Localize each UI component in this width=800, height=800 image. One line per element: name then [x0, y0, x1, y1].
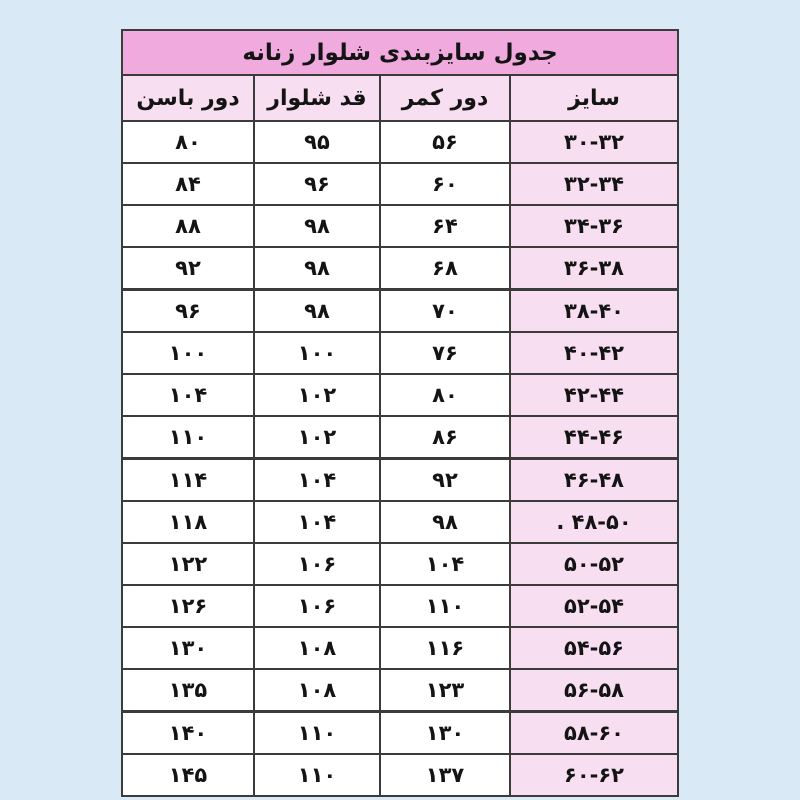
- column-header-size: سایز: [509, 74, 679, 122]
- cell-size: . ۴۸-۵۰: [509, 500, 679, 544]
- cell-size: ۴۴-۴۶: [509, 415, 679, 460]
- cell-size: ۳۲-۳۴: [509, 162, 679, 206]
- title-row: جدول سایزبندی شلوار زنانه: [121, 29, 679, 76]
- cell-waist: ۸۶: [379, 415, 511, 460]
- cell-size: ۴۲-۴۴: [509, 373, 679, 417]
- cell-hip: ۱۳۵: [121, 668, 255, 713]
- cell-size: ۳۶-۳۸: [509, 246, 679, 291]
- cell-size: ۵۴-۵۶: [509, 626, 679, 670]
- table-row: ۱۰۰ ۱۰۰ ۷۶ ۴۰-۴۲: [121, 331, 679, 375]
- cell-hip: ۱۱۰: [121, 415, 255, 460]
- cell-size: ۶۰-۶۲: [509, 753, 679, 797]
- cell-waist: ۱۱۶: [379, 626, 511, 670]
- cell-hip: ۸۸: [121, 204, 255, 248]
- table-body: ۸۰ ۹۵ ۵۶ ۳۰-۳۲ ۸۴ ۹۶ ۶۰ ۳۲-۳۴ ۸۸ ۹۸ ۶۴ ۳۴-۳۶ ۹۲ ۹۸ ۶۸ ۳…: [121, 120, 679, 797]
- cell-hip: ۹۲: [121, 246, 255, 291]
- cell-length: ۱۰۶: [253, 584, 381, 628]
- cell-size: ۴۶-۴۸: [509, 457, 679, 502]
- cell-waist: ۹۸: [379, 500, 511, 544]
- cell-length: ۹۸: [253, 204, 381, 248]
- cell-length: ۱۱۰: [253, 710, 381, 755]
- table-row: ۱۳۵ ۱۰۸ ۱۲۳ ۵۶-۵۸: [121, 668, 679, 713]
- cell-size: ۵۲-۵۴: [509, 584, 679, 628]
- header-row: دور باسن قد شلوار دور کمر سایز: [121, 74, 679, 122]
- table-row: ۸۰ ۹۵ ۵۶ ۳۰-۳۲: [121, 120, 679, 164]
- cell-size: ۴۰-۴۲: [509, 331, 679, 375]
- column-header-length: قد شلوار: [253, 74, 381, 122]
- table-row: ۱۴۵ ۱۱۰ ۱۳۷ ۶۰-۶۲: [121, 753, 679, 797]
- column-header-waist: دور کمر: [379, 74, 511, 122]
- table-row: ۱۱۸ ۱۰۴ ۹۸. ۴۸-۵۰: [121, 500, 679, 544]
- column-header-hip: دور باسن: [121, 74, 255, 122]
- cell-waist: ۱۲۳: [379, 668, 511, 713]
- table-row: ۹۶ ۹۸ ۷۰ ۳۸-۴۰: [121, 288, 679, 333]
- table-row: ۸۴ ۹۶ ۶۰ ۳۲-۳۴: [121, 162, 679, 206]
- cell-hip: ۱۰۴: [121, 373, 255, 417]
- cell-waist: ۷۰: [379, 288, 511, 333]
- table-row: ۱۱۰ ۱۰۲ ۸۶ ۴۴-۴۶: [121, 415, 679, 460]
- cell-waist: ۱۰۴: [379, 542, 511, 586]
- cell-length: ۱۱۰: [253, 753, 381, 797]
- cell-hip: ۱۲۶: [121, 584, 255, 628]
- cell-length: ۱۰۸: [253, 668, 381, 713]
- size-table: جدول سایزبندی شلوار زنانه دور باسن قد شل…: [121, 29, 679, 797]
- cell-waist: ۸۰: [379, 373, 511, 417]
- table-row: ۸۸ ۹۸ ۶۴ ۳۴-۳۶: [121, 204, 679, 248]
- cell-length: ۱۰۶: [253, 542, 381, 586]
- cell-waist: ۱۳۰: [379, 710, 511, 755]
- cell-hip: ۸۴: [121, 162, 255, 206]
- cell-size: ۳۰-۳۲: [509, 120, 679, 164]
- cell-length: ۱۰۴: [253, 457, 381, 502]
- table-row: ۱۰۴ ۱۰۲ ۸۰ ۴۲-۴۴: [121, 373, 679, 417]
- cell-waist: ۶۴: [379, 204, 511, 248]
- cell-length: ۱۰۲: [253, 373, 381, 417]
- cell-size: ۵۰-۵۲: [509, 542, 679, 586]
- cell-length: ۹۵: [253, 120, 381, 164]
- cell-hip: ۱۰۰: [121, 331, 255, 375]
- cell-hip: ۸۰: [121, 120, 255, 164]
- table-row: ۱۳۰ ۱۰۸ ۱۱۶ ۵۴-۵۶: [121, 626, 679, 670]
- cell-hip: ۱۱۸: [121, 500, 255, 544]
- cell-waist: ۱۱۰: [379, 584, 511, 628]
- cell-length: ۹۸: [253, 246, 381, 291]
- cell-size: ۵۸-۶۰: [509, 710, 679, 755]
- table-row: ۹۲ ۹۸ ۶۸ ۳۶-۳۸: [121, 246, 679, 291]
- cell-hip: ۱۲۲: [121, 542, 255, 586]
- cell-hip: ۱۴۰: [121, 710, 255, 755]
- cell-waist: ۶۸: [379, 246, 511, 291]
- cell-waist: ۷۶: [379, 331, 511, 375]
- cell-size: ۳۴-۳۶: [509, 204, 679, 248]
- cell-length: ۱۰۴: [253, 500, 381, 544]
- cell-length: ۱۰۰: [253, 331, 381, 375]
- cell-length: ۱۰۲: [253, 415, 381, 460]
- table-row: ۱۴۰ ۱۱۰ ۱۳۰ ۵۸-۶۰: [121, 710, 679, 755]
- table-row: ۱۲۶ ۱۰۶ ۱۱۰ ۵۲-۵۴: [121, 584, 679, 628]
- cell-waist: ۹۲: [379, 457, 511, 502]
- table-row: ۱۲۲ ۱۰۶ ۱۰۴ ۵۰-۵۲: [121, 542, 679, 586]
- cell-length: ۹۸: [253, 288, 381, 333]
- cell-length: ۹۶: [253, 162, 381, 206]
- cell-hip: ۱۴۵: [121, 753, 255, 797]
- cell-hip: ۱۱۴: [121, 457, 255, 502]
- table-row: ۱۱۴ ۱۰۴ ۹۲ ۴۶-۴۸: [121, 457, 679, 502]
- cell-size: ۵۶-۵۸: [509, 668, 679, 713]
- cell-hip: ۱۳۰: [121, 626, 255, 670]
- cell-waist: ۶۰: [379, 162, 511, 206]
- cell-waist: ۵۶: [379, 120, 511, 164]
- cell-length: ۱۰۸: [253, 626, 381, 670]
- cell-size: ۳۸-۴۰: [509, 288, 679, 333]
- table-head: جدول سایزبندی شلوار زنانه دور باسن قد شل…: [121, 29, 679, 122]
- cell-hip: ۹۶: [121, 288, 255, 333]
- table-title: جدول سایزبندی شلوار زنانه: [121, 29, 679, 76]
- cell-waist: ۱۳۷: [379, 753, 511, 797]
